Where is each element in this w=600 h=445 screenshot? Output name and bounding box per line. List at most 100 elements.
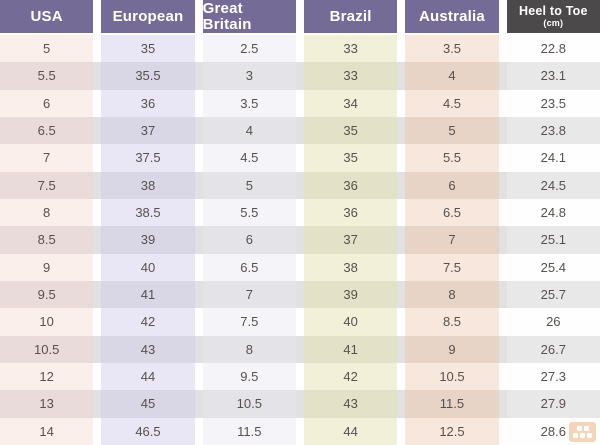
- cell-brazil: 33: [303, 35, 398, 63]
- table-row: 5 35 2.5 33 3.5 22.8: [0, 35, 600, 63]
- column-header-great-britain: Great Britain: [202, 0, 296, 33]
- table-row: 6 36 3.5 34 4.5 23.5: [0, 89, 600, 117]
- cell-european: 40: [101, 253, 195, 281]
- cell-heel-to-toe: 22.8: [506, 35, 600, 63]
- cell-usa: 5: [0, 35, 94, 63]
- cell-usa: 14: [0, 417, 94, 445]
- table-row: 8.5 39 6 37 7 25.1: [0, 226, 600, 254]
- cell-european: 38.5: [101, 198, 195, 227]
- cell-great-britain: 7.5: [202, 308, 296, 336]
- column-header-label: Heel to Toe: [518, 3, 588, 18]
- table-row: 6.5 37 4 35 5 23.8: [0, 116, 600, 145]
- cell-great-britain: 3.5: [202, 89, 296, 117]
- cell-heel-to-toe: 23.1: [506, 62, 600, 90]
- cell-australia: 6: [405, 171, 499, 199]
- cell-great-britain: 6.5: [202, 253, 296, 281]
- table-row: 7 37.5 4.5 35 5.5 24.1: [0, 144, 600, 172]
- cell-usa: 10: [0, 308, 94, 336]
- cell-great-britain: 5.5: [202, 198, 296, 227]
- cell-heel-to-toe: 25.4: [506, 253, 600, 281]
- cell-european: 36: [101, 89, 195, 117]
- cell-heel-to-toe: 25.7: [506, 280, 600, 309]
- table-row: 10.5 43 8 41 9 26.7: [0, 335, 600, 363]
- cell-brazil: 41: [303, 335, 398, 363]
- cell-usa: 6.5: [0, 116, 94, 145]
- column-header-label: European: [112, 7, 184, 25]
- cell-heel-to-toe: 26: [506, 308, 600, 336]
- logo-watermark-bottom-row: [573, 433, 592, 438]
- cell-usa: 7.5: [0, 171, 94, 199]
- cell-australia: 7: [405, 226, 499, 254]
- cell-european: 43: [101, 335, 195, 363]
- cell-usa: 8.5: [0, 226, 94, 254]
- cell-australia: 6.5: [405, 198, 499, 227]
- cell-australia: 5.5: [405, 144, 499, 172]
- cell-usa: 8: [0, 198, 94, 227]
- column-header-heel-to-toe: Heel to Toe (cm): [506, 0, 600, 33]
- cell-brazil: 34: [303, 89, 398, 117]
- cell-australia: 9: [405, 335, 499, 363]
- cell-european: 35: [101, 35, 195, 63]
- cell-brazil: 36: [303, 171, 398, 199]
- cell-european: 46.5: [101, 417, 195, 445]
- column-header-label: Australia: [418, 7, 485, 25]
- cell-heel-to-toe: 24.5: [506, 171, 600, 199]
- cell-great-britain: 9.5: [202, 362, 296, 391]
- column-header-label: USA: [30, 7, 63, 25]
- cell-great-britain: 5: [202, 171, 296, 199]
- cell-heel-to-toe: 24.8: [506, 198, 600, 227]
- cell-european: 37: [101, 116, 195, 145]
- cell-european: 39: [101, 226, 195, 254]
- cell-great-britain: 11.5: [202, 417, 296, 445]
- cell-australia: 10.5: [405, 362, 499, 391]
- cell-heel-to-toe: 25.1: [506, 226, 600, 254]
- cell-usa: 5.5: [0, 62, 94, 90]
- column-header-label: Brazil: [329, 7, 372, 25]
- cell-australia: 5: [405, 116, 499, 145]
- column-header-european: European: [101, 0, 195, 33]
- table-row: 9.5 41 7 39 8 25.7: [0, 280, 600, 309]
- column-header-sublabel: (cm): [543, 17, 564, 28]
- cell-great-britain: 10.5: [202, 390, 296, 418]
- cell-australia: 8: [405, 280, 499, 309]
- table-header-row: USA European Great Britain Brazil Australia H…: [0, 0, 600, 33]
- cell-great-britain: 6: [202, 226, 296, 254]
- cell-heel-to-toe: 26.7: [506, 335, 600, 363]
- cell-brazil: 33: [303, 62, 398, 90]
- cell-brazil: 42: [303, 362, 398, 391]
- cell-heel-to-toe: 23.5: [506, 89, 600, 117]
- cell-brazil: 44: [303, 417, 398, 445]
- cell-european: 44: [101, 362, 195, 391]
- column-header-brazil: Brazil: [303, 0, 398, 33]
- cell-heel-to-toe: 23.8: [506, 116, 600, 145]
- cell-brazil: 40: [303, 308, 398, 336]
- cell-great-britain: 3: [202, 62, 296, 90]
- cell-usa: 7: [0, 144, 94, 172]
- cell-usa: 13: [0, 390, 94, 418]
- cell-australia: 8.5: [405, 308, 499, 336]
- cell-great-britain: 4: [202, 116, 296, 145]
- cell-usa: 9: [0, 253, 94, 281]
- table-row: 5.5 35.5 3 33 4 23.1: [0, 62, 600, 90]
- cell-great-britain: 8: [202, 335, 296, 363]
- column-header-usa: USA: [0, 0, 94, 33]
- cell-usa: 9.5: [0, 280, 94, 309]
- table-row: 14 46.5 11.5 44 12.5 28.6: [0, 417, 600, 445]
- cell-great-britain: 4.5: [202, 144, 296, 172]
- column-header-label: Great Britain: [202, 0, 252, 33]
- table-row: 13 45 10.5 43 11.5 27.9: [0, 390, 600, 418]
- cell-european: 37.5: [101, 144, 195, 172]
- cell-australia: 4: [405, 62, 499, 90]
- table-body: 5 35 2.5 33 3.5 22.8 5.5 35.5 3 33 4 23.1 6 36 3.5 34 4.…: [0, 35, 600, 445]
- cell-usa: 6: [0, 89, 94, 117]
- cell-heel-to-toe: 24.1: [506, 144, 600, 172]
- cell-usa: 12: [0, 362, 94, 391]
- cell-australia: 12.5: [405, 417, 499, 445]
- cell-great-britain: 2.5: [202, 35, 296, 63]
- cell-european: 42: [101, 308, 195, 336]
- cell-heel-to-toe: 27.9: [506, 390, 600, 418]
- table-row: 7.5 38 5 36 6 24.5: [0, 171, 600, 199]
- cell-brazil: 43: [303, 390, 398, 418]
- cell-usa: 10.5: [0, 335, 94, 363]
